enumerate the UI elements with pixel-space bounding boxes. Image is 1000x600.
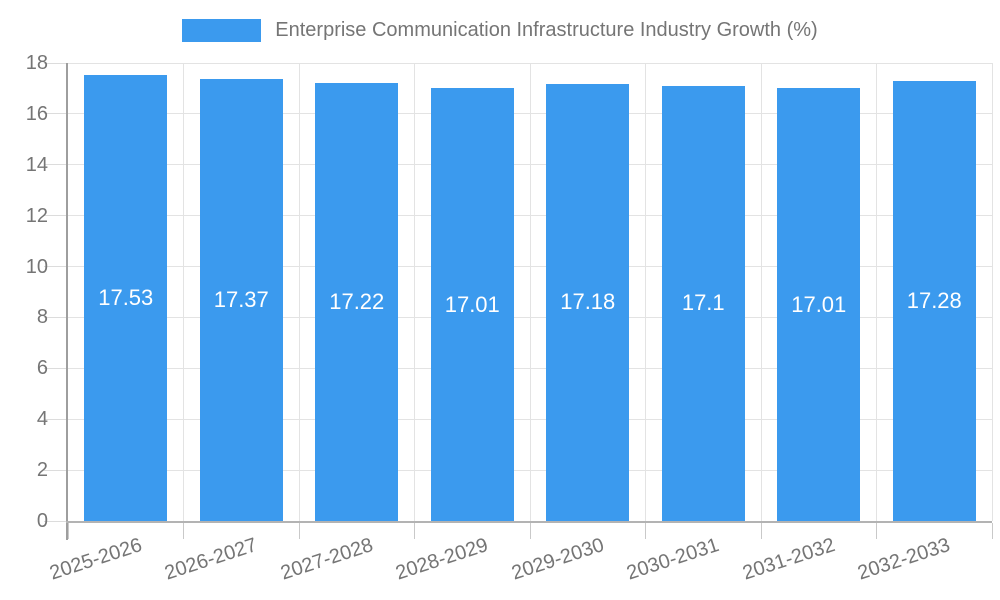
bar-value-label: 17.53 [98, 284, 154, 310]
y-tick [44, 520, 68, 522]
bar[interactable] [777, 88, 861, 521]
y-tick [44, 113, 68, 115]
v-gridline [183, 63, 184, 521]
y-tick-label: 14 [25, 153, 48, 176]
legend-label: Enterprise Communication Infrastructure … [275, 19, 818, 41]
x-tick [414, 523, 415, 539]
y-tick [44, 418, 68, 420]
x-tick [760, 523, 762, 539]
x-tick [645, 523, 646, 539]
v-gridline [414, 63, 415, 521]
bar[interactable] [84, 74, 168, 521]
y-tick-label: 4 [36, 408, 48, 431]
x-tick [529, 523, 531, 539]
y-axis-line [66, 63, 68, 540]
x-tick [67, 523, 69, 539]
x-tick [876, 523, 877, 539]
bar-value-label: 17.01 [444, 291, 500, 317]
y-tick-label: 16 [25, 102, 48, 125]
y-tick-label: 0 [36, 510, 48, 532]
legend-swatch [182, 19, 262, 42]
y-tick-label: 18 [25, 52, 48, 74]
v-gridline [298, 63, 300, 521]
v-gridline [529, 63, 531, 521]
y-tick [44, 215, 68, 217]
x-axis-line [66, 521, 992, 523]
bar-value-label: 17.37 [213, 287, 269, 312]
y-tick [44, 164, 68, 166]
bar[interactable] [892, 81, 976, 521]
bar-value-label: 17.1 [681, 290, 725, 316]
bar-value-label: 17.01 [791, 291, 847, 317]
v-gridline [876, 63, 877, 521]
y-tick [44, 316, 68, 318]
x-tick [183, 523, 184, 539]
y-tick [44, 62, 68, 64]
x-tick [298, 523, 300, 539]
bar[interactable] [661, 85, 745, 521]
bar[interactable] [546, 83, 630, 521]
y-tick-label: 8 [36, 306, 48, 329]
v-gridline [645, 63, 646, 521]
y-tick [44, 469, 68, 471]
y-tick [44, 266, 68, 268]
v-gridline [760, 63, 762, 521]
bar[interactable] [315, 82, 399, 521]
bar[interactable] [199, 79, 283, 521]
legend[interactable]: Enterprise Communication Infrastructure … [0, 19, 1000, 42]
y-tick-label: 10 [25, 255, 48, 278]
bar-value-label: 17.28 [906, 288, 962, 314]
bar-value-label: 17.18 [560, 289, 616, 315]
v-gridline [991, 63, 993, 521]
y-tick-label: 2 [36, 459, 48, 482]
y-tick [44, 367, 68, 369]
y-tick-label: 6 [36, 357, 48, 380]
bar-value-label: 17.22 [329, 288, 385, 314]
bar[interactable] [430, 88, 514, 521]
y-tick-label: 12 [25, 204, 48, 227]
x-tick [991, 523, 993, 539]
